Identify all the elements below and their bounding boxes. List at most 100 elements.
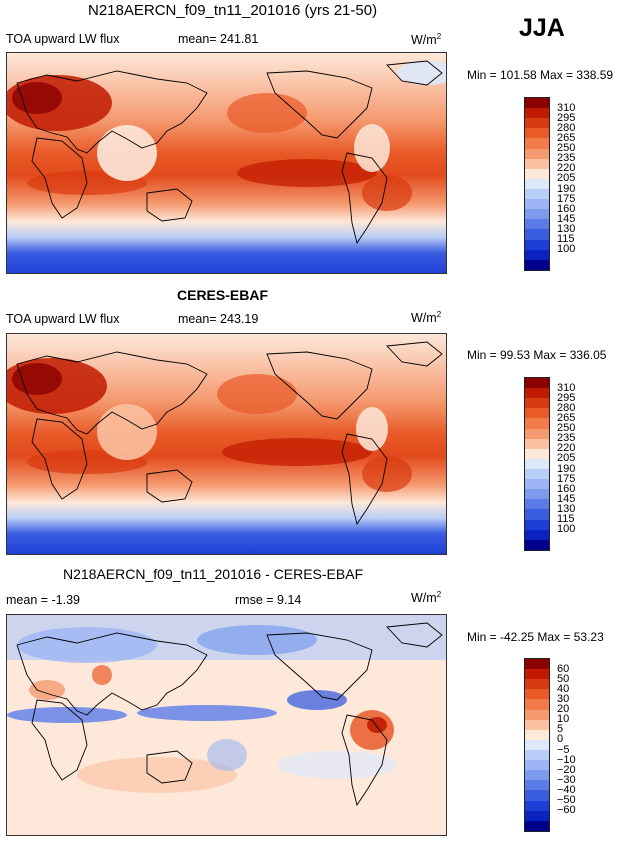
- panel2-mean: mean= 243.19: [178, 312, 259, 326]
- colorbar-swatch: [525, 229, 549, 240]
- colorbar-tick-label: 205: [557, 172, 576, 185]
- panel2-minmax: Min = 99.53 Max = 336.05: [467, 348, 607, 362]
- colorbar-swatch: [525, 820, 549, 831]
- colorbar-tick-label: 235: [557, 432, 576, 445]
- panel1-units: W/m2: [411, 32, 442, 48]
- colorbar-tick-label: 130: [557, 503, 576, 516]
- colorbar-tick-label: 280: [557, 121, 576, 134]
- colorbar-swatch: [525, 458, 549, 469]
- colorbar-tick-label: 280: [557, 401, 576, 414]
- panel2-map: [6, 333, 447, 555]
- colorbar-swatch: [525, 689, 549, 700]
- panel3-map: [6, 614, 447, 836]
- colorbar-tick-label: 175: [557, 192, 576, 205]
- colorbar-swatch: [525, 128, 549, 139]
- colorbar-swatch: [525, 709, 549, 720]
- colorbar-swatch: [525, 479, 549, 490]
- colorbar-swatch: [525, 209, 549, 220]
- colorbar-tick-label: −60: [557, 804, 576, 817]
- colorbar-tick-label: 0: [557, 733, 564, 746]
- colorbar-tick-label: −10: [557, 753, 576, 766]
- colorbar-tick-label: 115: [557, 233, 575, 246]
- panel3-units: W/m2: [411, 590, 442, 606]
- colorbar-swatch: [525, 739, 549, 750]
- panel3-field: [7, 615, 446, 835]
- colorbar-tick-label: −30: [557, 773, 576, 786]
- panel2-colorbar: [524, 377, 550, 551]
- panel3-minmax: Min = -42.25 Max = 53.23: [467, 630, 604, 644]
- colorbar-tick-label: 40: [557, 682, 570, 695]
- colorbar-swatch: [525, 378, 549, 389]
- colorbar-tick-label: −5: [557, 743, 570, 756]
- colorbar-swatch: [525, 428, 549, 439]
- colorbar-tick-label: 295: [557, 111, 576, 124]
- colorbar-tick-label: 145: [557, 492, 576, 505]
- colorbar-swatch: [525, 529, 549, 540]
- colorbar-swatch: [525, 158, 549, 169]
- panel1-mean: mean= 241.81: [178, 32, 259, 46]
- colorbar-tick-label: 190: [557, 182, 576, 195]
- colorbar-swatch: [525, 780, 549, 791]
- colorbar-tick-label: 265: [557, 131, 576, 144]
- colorbar-swatch: [525, 539, 549, 550]
- panel3-mean: mean = -1.39: [6, 593, 81, 607]
- colorbar-swatch: [525, 219, 549, 230]
- colorbar-swatch: [525, 408, 549, 419]
- colorbar-tick-label: 30: [557, 692, 570, 705]
- colorbar-tick-label: 100: [557, 523, 576, 536]
- colorbar-tick-label: 160: [557, 202, 576, 215]
- panel2-variable: TOA upward LW flux: [6, 312, 120, 326]
- colorbar-swatch: [525, 760, 549, 771]
- colorbar-swatch: [525, 259, 549, 270]
- season-label: JJA: [519, 14, 565, 42]
- colorbar-swatch: [525, 199, 549, 210]
- panel2-units: W/m2: [411, 310, 442, 326]
- colorbar-swatch: [525, 438, 549, 449]
- colorbar-swatch: [525, 800, 549, 811]
- colorbar-tick-label: 130: [557, 223, 576, 236]
- panel3-rmse: rmse = 9.14: [235, 593, 302, 607]
- colorbar-tick-label: 10: [557, 713, 570, 726]
- colorbar-tick-label: 205: [557, 452, 576, 465]
- panel3-colorbar: [524, 658, 550, 832]
- panel1-title: N218AERCN_f09_tn11_201016 (yrs 21-50): [88, 2, 378, 19]
- colorbar-swatch: [525, 699, 549, 710]
- colorbar-tick-label: 20: [557, 703, 570, 716]
- colorbar-swatch: [525, 749, 549, 761]
- colorbar-swatch: [525, 468, 549, 480]
- colorbar-tick-label: 310: [557, 381, 576, 394]
- colorbar-tick-label: 250: [557, 422, 576, 435]
- colorbar-tick-label: 175: [557, 472, 576, 485]
- colorbar-tick-label: 190: [557, 462, 576, 475]
- colorbar-swatch: [525, 499, 549, 510]
- panel2-title: CERES-EBAF: [177, 287, 269, 303]
- colorbar-swatch: [525, 770, 549, 781]
- colorbar-tick-label: 50: [557, 672, 570, 685]
- colorbar-swatch: [525, 388, 549, 399]
- panel3-title: N218AERCN_f09_tn11_201016 - CERES-EBAF: [63, 566, 364, 582]
- colorbar-swatch: [525, 168, 549, 179]
- colorbar-tick-label: 250: [557, 142, 576, 155]
- panel1-variable: TOA upward LW flux: [6, 32, 120, 46]
- colorbar-swatch: [525, 659, 549, 670]
- panel1-colorbar: [524, 97, 550, 271]
- colorbar-tick-label: 145: [557, 212, 576, 225]
- colorbar-swatch: [525, 188, 549, 200]
- colorbar-tick-label: 60: [557, 662, 570, 675]
- colorbar-swatch: [525, 108, 549, 119]
- colorbar-swatch: [525, 118, 549, 129]
- colorbar-swatch: [525, 448, 549, 459]
- colorbar-swatch: [525, 669, 549, 680]
- colorbar-swatch: [525, 519, 549, 530]
- colorbar-tick-label: −20: [557, 763, 576, 776]
- colorbar-swatch: [525, 729, 549, 740]
- colorbar-tick-label: 160: [557, 482, 576, 495]
- colorbar-tick-label: 220: [557, 162, 576, 175]
- panel1-minmax: Min = 101.58 Max = 338.59: [467, 68, 614, 82]
- colorbar-tick-label: −40: [557, 784, 576, 797]
- colorbar-swatch: [525, 810, 549, 821]
- colorbar-tick-label: −50: [557, 794, 576, 807]
- colorbar-swatch: [525, 148, 549, 159]
- colorbar-swatch: [525, 98, 549, 109]
- colorbar-tick-label: 235: [557, 152, 576, 165]
